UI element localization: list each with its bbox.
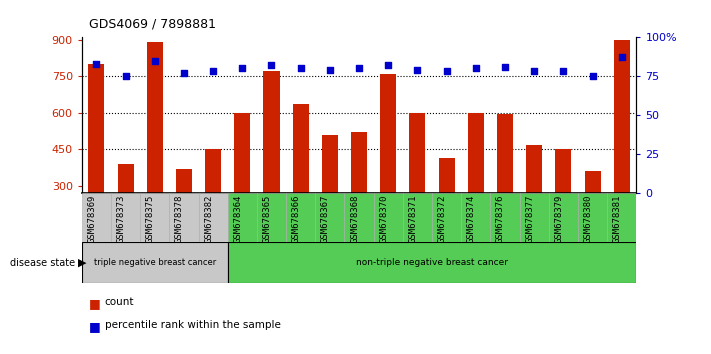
Bar bbox=[257, 193, 286, 248]
Bar bbox=[491, 193, 520, 248]
Text: GSM678364: GSM678364 bbox=[233, 195, 242, 243]
Point bbox=[557, 69, 569, 74]
Point bbox=[324, 67, 336, 73]
Point bbox=[266, 62, 277, 68]
Text: GSM678368: GSM678368 bbox=[350, 195, 359, 243]
Text: disease state: disease state bbox=[10, 258, 78, 268]
Point bbox=[353, 65, 365, 71]
Text: ■: ■ bbox=[89, 297, 105, 310]
Text: GSM678371: GSM678371 bbox=[408, 195, 417, 243]
Text: GDS4069 / 7898881: GDS4069 / 7898881 bbox=[89, 17, 216, 30]
Bar bbox=[286, 193, 315, 248]
Text: triple negative breast cancer: triple negative breast cancer bbox=[94, 258, 216, 267]
Bar bbox=[555, 149, 572, 259]
Bar bbox=[614, 40, 630, 259]
Bar bbox=[146, 42, 163, 259]
Bar bbox=[520, 193, 549, 248]
Bar bbox=[410, 113, 425, 259]
Point bbox=[528, 69, 540, 74]
Bar bbox=[88, 64, 105, 259]
Bar bbox=[607, 193, 636, 248]
Point bbox=[587, 73, 598, 79]
Text: ■: ■ bbox=[89, 320, 105, 333]
Bar bbox=[403, 193, 432, 248]
Bar bbox=[264, 71, 279, 259]
Bar bbox=[176, 169, 192, 259]
Text: GSM678369: GSM678369 bbox=[87, 195, 97, 243]
Text: GSM678382: GSM678382 bbox=[204, 195, 213, 243]
Text: GSM678378: GSM678378 bbox=[175, 195, 184, 243]
Bar bbox=[497, 114, 513, 259]
Text: GSM678372: GSM678372 bbox=[437, 195, 447, 243]
Point bbox=[470, 65, 481, 71]
Bar bbox=[374, 193, 403, 248]
Bar bbox=[198, 193, 228, 248]
Bar bbox=[549, 193, 578, 248]
Bar bbox=[111, 193, 140, 248]
Text: GSM678380: GSM678380 bbox=[584, 195, 592, 243]
Point bbox=[149, 58, 161, 63]
Point bbox=[616, 55, 627, 60]
Text: GSM678377: GSM678377 bbox=[525, 195, 534, 243]
Bar bbox=[235, 113, 250, 259]
Text: GSM678381: GSM678381 bbox=[613, 195, 621, 243]
Text: GSM678373: GSM678373 bbox=[117, 195, 126, 243]
Bar bbox=[468, 113, 483, 259]
Text: GSM678376: GSM678376 bbox=[496, 195, 505, 243]
Text: count: count bbox=[105, 297, 134, 307]
Point bbox=[178, 70, 190, 76]
Point bbox=[237, 65, 248, 71]
Bar bbox=[380, 74, 396, 259]
Bar bbox=[228, 242, 636, 283]
Bar bbox=[228, 193, 257, 248]
Text: GSM678366: GSM678366 bbox=[292, 195, 301, 243]
Bar bbox=[526, 145, 542, 259]
Bar bbox=[293, 104, 309, 259]
Point bbox=[441, 69, 452, 74]
Text: percentile rank within the sample: percentile rank within the sample bbox=[105, 320, 280, 330]
Point bbox=[295, 65, 306, 71]
Point bbox=[91, 61, 102, 67]
Text: GSM678370: GSM678370 bbox=[379, 195, 388, 243]
Text: ▶: ▶ bbox=[78, 258, 87, 268]
Text: GSM678375: GSM678375 bbox=[146, 195, 155, 243]
Point bbox=[208, 69, 219, 74]
Bar bbox=[315, 193, 344, 248]
Point bbox=[120, 73, 132, 79]
Bar bbox=[82, 242, 228, 283]
Bar bbox=[140, 193, 169, 248]
Text: GSM678365: GSM678365 bbox=[262, 195, 272, 243]
Text: GSM678374: GSM678374 bbox=[467, 195, 476, 243]
Bar bbox=[461, 193, 491, 248]
Bar bbox=[584, 171, 601, 259]
Bar bbox=[117, 164, 134, 259]
Bar bbox=[344, 193, 374, 248]
Text: non-triple negative breast cancer: non-triple negative breast cancer bbox=[356, 258, 508, 267]
Point bbox=[383, 62, 394, 68]
Bar bbox=[351, 132, 367, 259]
Bar bbox=[322, 135, 338, 259]
Point bbox=[412, 67, 423, 73]
Text: GSM678379: GSM678379 bbox=[555, 195, 563, 243]
Point bbox=[499, 64, 510, 70]
Bar bbox=[82, 193, 111, 248]
Bar bbox=[205, 149, 221, 259]
Bar bbox=[169, 193, 198, 248]
Bar bbox=[439, 158, 454, 259]
Text: GSM678367: GSM678367 bbox=[321, 195, 330, 243]
Bar bbox=[432, 193, 461, 248]
Bar bbox=[578, 193, 607, 248]
